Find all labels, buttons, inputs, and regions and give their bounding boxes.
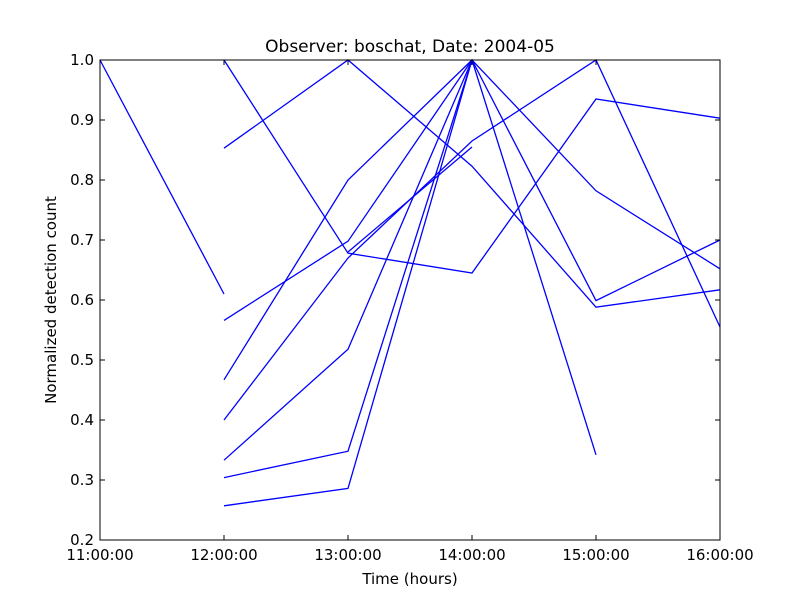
series-line xyxy=(223,58,597,455)
series-line xyxy=(223,59,721,308)
y-tick-label: 0.5 xyxy=(70,351,94,369)
x-axis-label: Time (hours) xyxy=(361,570,457,588)
axis-ticks: 11:00:00 12:00:00 13:00:00 14:00:00 15:00:00… xyxy=(66,51,753,564)
series-line xyxy=(347,146,473,253)
plot-frame xyxy=(99,59,721,541)
series-line xyxy=(223,59,473,479)
x-tick-label: 14:00:00 xyxy=(438,546,505,564)
series-line xyxy=(223,59,473,507)
x-tick-label: 15:00:00 xyxy=(562,546,629,564)
y-tick-label: 0.2 xyxy=(70,531,94,549)
y-tick-label: 0.8 xyxy=(70,171,94,189)
x-tick-label: 16:00:00 xyxy=(686,546,753,564)
y-tick-label: 0.7 xyxy=(70,231,94,249)
series-line xyxy=(223,59,721,421)
series-line xyxy=(99,59,225,295)
x-tick-label: 12:00:00 xyxy=(190,546,257,564)
series-line xyxy=(223,58,721,321)
y-axis-label: Normalized detection count xyxy=(42,196,60,404)
y-tick-label: 0.9 xyxy=(70,111,94,129)
x-tick-label: 11:00:00 xyxy=(66,546,133,564)
y-tick-label: 0.4 xyxy=(70,411,94,429)
y-tick-label: 0.6 xyxy=(70,291,94,309)
x-tick-label: 13:00:00 xyxy=(314,546,381,564)
y-tick-label: 1.0 xyxy=(70,51,94,69)
plot-lines xyxy=(99,58,721,507)
chart-title: Observer: boschat, Date: 2004-05 xyxy=(265,37,555,57)
y-tick-label: 0.3 xyxy=(70,471,94,489)
series-line xyxy=(223,59,721,274)
